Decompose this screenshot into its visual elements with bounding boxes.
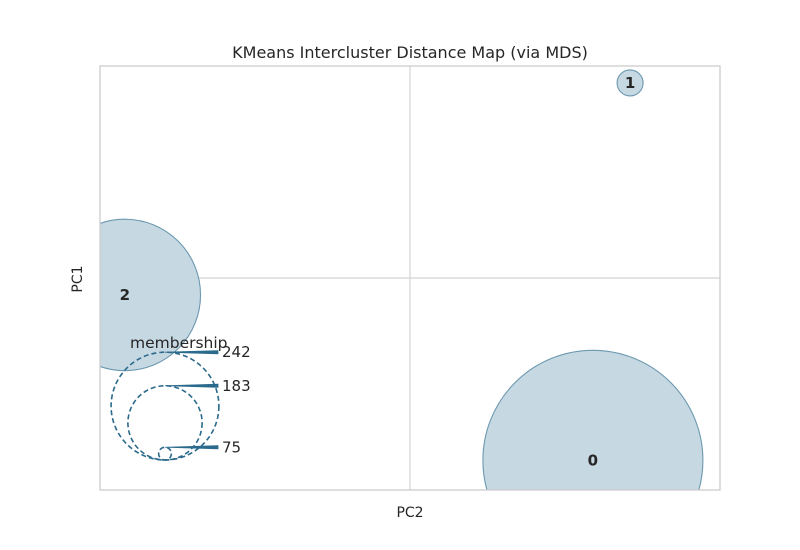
legend: membership 75 183 242 <box>110 334 251 461</box>
legend-title: membership <box>130 334 228 352</box>
legend-pointer-183 <box>164 383 219 388</box>
x-axis-label: PC2 <box>396 505 423 521</box>
legend-circle-183 <box>127 384 203 461</box>
clusters <box>100 69 704 490</box>
legend-pointer-75 <box>164 445 219 450</box>
cluster-1-circle <box>616 69 644 97</box>
cluster-labels: 0 1 2 <box>120 74 636 469</box>
legend-value-242: 242 <box>222 343 251 361</box>
legend-pointer-242 <box>164 350 219 355</box>
legend-circle-242 <box>110 351 220 461</box>
legend-value-183: 183 <box>222 377 251 395</box>
cluster-2-label: 2 <box>120 286 130 304</box>
chart-title: KMeans Intercluster Distance Map (via MD… <box>232 43 588 62</box>
cluster-0-label: 0 <box>588 451 598 469</box>
legend-circle-75 <box>157 446 173 461</box>
grid <box>100 66 720 490</box>
legend-value-75: 75 <box>222 438 241 456</box>
cluster-0-circle <box>482 349 704 490</box>
plot-frame <box>99 65 721 491</box>
y-axis-label: PC1 <box>70 265 86 292</box>
cluster-1-label: 1 <box>625 74 635 92</box>
cluster-2-circle <box>100 218 202 372</box>
